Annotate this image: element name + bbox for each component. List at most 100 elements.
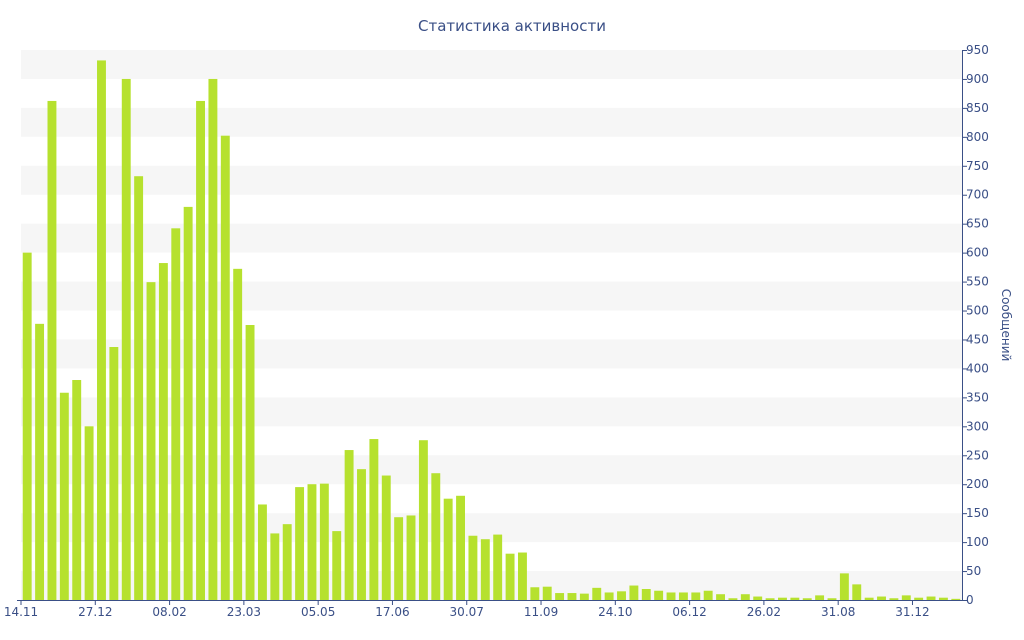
bar: [344, 450, 354, 600]
bar: [641, 589, 651, 600]
bar: [914, 597, 924, 600]
y-tick-label: 200: [966, 477, 989, 491]
x-tick-label: 05.05: [301, 605, 335, 619]
bar: [703, 590, 713, 600]
y-tick-label: 350: [966, 390, 989, 404]
bar: [864, 597, 874, 600]
bar: [617, 591, 626, 600]
bar: [208, 78, 218, 600]
bar: [877, 596, 886, 600]
grid-band: [21, 107, 962, 137]
bar: [604, 592, 614, 600]
bar: [59, 392, 69, 600]
bar: [468, 535, 478, 600]
x-tick-label: 26.02: [747, 605, 781, 619]
y-tick-label: 50: [966, 564, 981, 578]
bar: [245, 325, 255, 600]
bar: [790, 597, 800, 600]
y-axis-ticks: 0 50 100 150 200 250 300 350 400 450 500 550 600 650 7…: [962, 43, 989, 607]
bar: [146, 282, 156, 600]
bar: [592, 587, 602, 600]
y-tick-label: 0: [966, 593, 974, 607]
bar: [542, 586, 552, 600]
y-tick-label: 550: [966, 275, 989, 289]
grid-band: [21, 50, 962, 79]
bar: [134, 176, 144, 600]
grid-band: [21, 223, 962, 253]
y-tick-label: 900: [966, 72, 989, 86]
bar: [171, 228, 181, 600]
bar: [307, 484, 317, 600]
bar: [691, 592, 701, 600]
bar: [480, 539, 490, 600]
x-tick-label: 17.06: [375, 605, 409, 619]
y-tick-label: 800: [966, 130, 989, 144]
bar: [926, 596, 936, 600]
x-tick-label: 31.12: [895, 605, 929, 619]
bar: [295, 487, 305, 600]
chart-title: Статистика активности: [418, 17, 606, 35]
y-tick-label: 150: [966, 506, 989, 520]
bar: [196, 100, 205, 600]
y-tick-label: 650: [966, 217, 989, 231]
bar: [666, 592, 676, 600]
x-tick-label: 23.03: [227, 605, 261, 619]
bar: [406, 515, 416, 600]
bar: [505, 553, 515, 600]
x-tick-label: 30.07: [450, 605, 484, 619]
bar: [530, 587, 540, 600]
bar: [270, 533, 280, 600]
y-tick-label: 600: [966, 246, 989, 260]
bar: [84, 426, 94, 600]
bar: [716, 594, 726, 600]
bar: [257, 504, 267, 600]
bar: [109, 347, 119, 600]
x-tick-label: 08.02: [152, 605, 186, 619]
bar: [827, 598, 837, 600]
bar: [629, 585, 639, 600]
bar: [951, 598, 961, 600]
x-tick-label: 24.10: [598, 605, 632, 619]
bar: [654, 590, 664, 600]
bar: [493, 534, 503, 600]
y-tick-label: 450: [966, 332, 989, 346]
x-axis-ticks: 14.11 27.12 08.02 23.03 05.05 17.06 30.07 11.09…: [4, 600, 930, 619]
bar: [369, 439, 379, 600]
x-tick-label: 27.12: [78, 605, 112, 619]
bar: [443, 498, 453, 600]
x-tick-label: 14.11: [4, 605, 38, 619]
y-tick-label: 850: [966, 101, 989, 115]
bar: [381, 475, 391, 600]
bar: [889, 598, 899, 600]
y-axis-label: Сообщений: [999, 289, 1013, 362]
y-tick-label: 950: [966, 43, 989, 57]
bar: [97, 60, 106, 601]
bars-group: [22, 60, 961, 601]
bar: [753, 596, 763, 600]
bar: [518, 552, 527, 600]
bar: [233, 268, 243, 600]
bar: [765, 598, 775, 600]
bar: [220, 135, 230, 600]
bar: [938, 597, 948, 600]
grid-band: [21, 165, 962, 195]
bar: [815, 595, 825, 600]
bar: [47, 100, 57, 600]
y-tick-label: 100: [966, 535, 989, 549]
y-tick-label: 250: [966, 448, 989, 462]
x-tick-label: 06.12: [672, 605, 706, 619]
y-tick-label: 500: [966, 304, 989, 318]
bar: [901, 595, 911, 600]
bar: [579, 593, 589, 600]
bar: [740, 594, 750, 600]
bar: [839, 573, 849, 600]
bar: [456, 495, 465, 600]
y-tick-label: 400: [966, 361, 989, 375]
x-tick-label: 11.09: [524, 605, 558, 619]
bar: [22, 252, 32, 600]
bar: [72, 380, 82, 600]
x-tick-label: 31.08: [821, 605, 855, 619]
y-tick-label: 750: [966, 159, 989, 173]
bar: [121, 78, 131, 600]
